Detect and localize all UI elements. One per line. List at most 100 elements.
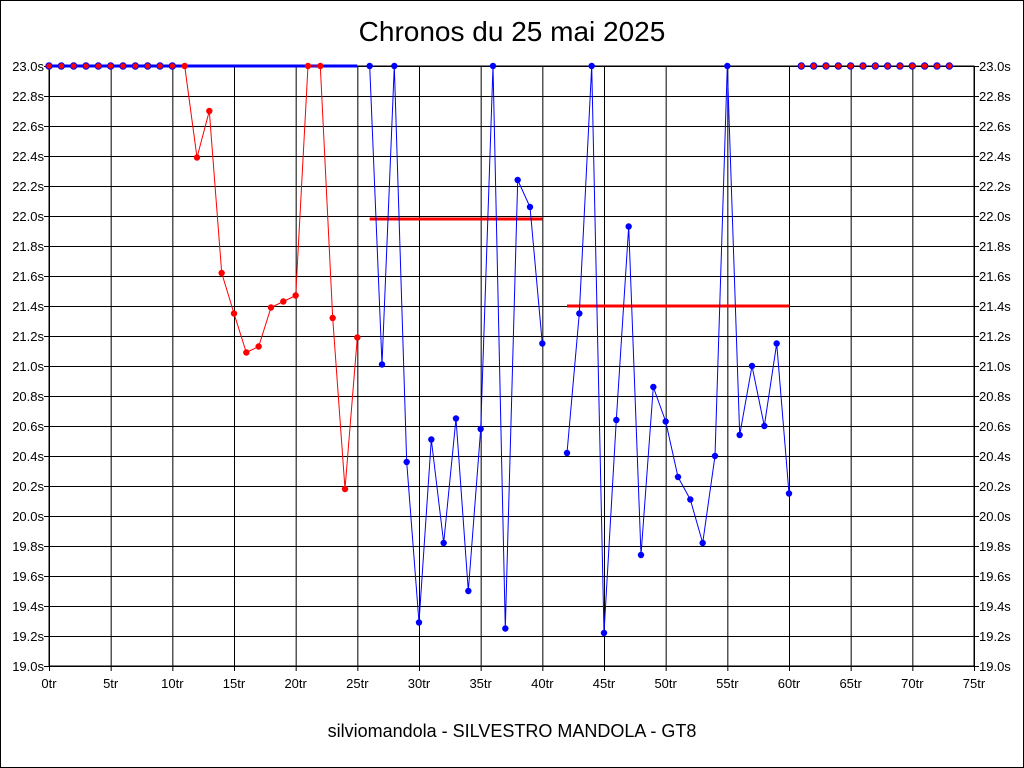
- data-point: [711, 452, 719, 460]
- y-tick-label-right: 22.8s: [979, 89, 1011, 104]
- y-tick-label-right: 22.2s: [979, 179, 1011, 194]
- data-point: [539, 340, 546, 347]
- data-point: [143, 62, 152, 70]
- y-tick-label-left: 20.8s: [12, 389, 44, 404]
- data-point: [181, 62, 188, 70]
- data-point: [834, 62, 843, 70]
- x-tick-label: 50tr: [654, 676, 677, 691]
- y-tick-label-right: 20.8s: [979, 389, 1011, 404]
- data-point: [292, 292, 299, 299]
- data-point: [526, 203, 534, 211]
- y-tick-label-right: 22.4s: [979, 149, 1011, 164]
- y-tick-label-right: 19.0s: [979, 659, 1011, 674]
- y-tick-label-right: 19.2s: [979, 629, 1011, 644]
- y-tick-label-left: 22.6s: [12, 119, 44, 134]
- y-tick-label-left: 23.0s: [12, 59, 44, 74]
- data-point: [809, 62, 818, 70]
- data-point: [908, 62, 917, 70]
- data-point: [933, 62, 941, 70]
- y-tick-label-left: 19.4s: [12, 599, 44, 614]
- data-point: [687, 496, 694, 503]
- data-point: [82, 62, 90, 70]
- x-tick-label: 55tr: [716, 676, 739, 691]
- data-point: [366, 62, 373, 70]
- x-tick-label: 75tr: [963, 676, 986, 691]
- x-tick-label: 30tr: [408, 676, 431, 691]
- x-tick-label: 5tr: [103, 676, 119, 691]
- data-point: [156, 62, 164, 70]
- y-tick-label-left: 22.4s: [12, 149, 44, 164]
- data-point: [193, 154, 201, 161]
- data-point: [896, 62, 904, 70]
- y-tick-label-right: 21.0s: [979, 359, 1011, 374]
- data-point: [613, 416, 620, 424]
- data-point: [625, 223, 632, 230]
- x-tick-label: 20tr: [284, 676, 307, 691]
- data-point: [797, 62, 806, 70]
- data-point: [477, 425, 484, 433]
- data-point: [243, 349, 250, 356]
- y-tick-label-left: 21.8s: [12, 239, 44, 254]
- data-point: [576, 310, 583, 317]
- data-point: [57, 62, 66, 70]
- y-tick-label-left: 20.4s: [12, 449, 44, 464]
- data-point: [883, 62, 892, 70]
- x-tick-label: 15tr: [223, 676, 246, 691]
- x-tick-label: 65tr: [839, 676, 862, 691]
- chart-title: Chronos du 25 mai 2025: [358, 16, 666, 47]
- y-tick-label-left: 19.6s: [12, 569, 44, 584]
- data-point: [106, 62, 115, 70]
- data-point: [662, 418, 669, 425]
- data-point: [502, 625, 509, 632]
- data-point: [822, 62, 830, 70]
- data-point: [600, 629, 608, 637]
- y-tick-label-left: 20.0s: [12, 509, 44, 524]
- y-tick-label-left: 21.4s: [12, 299, 44, 314]
- data-point: [736, 431, 743, 439]
- y-tick-label-right: 21.4s: [979, 299, 1011, 314]
- data-point: [871, 62, 880, 70]
- y-tick-label-left: 22.2s: [12, 179, 44, 194]
- x-tick-label: 70tr: [901, 676, 924, 691]
- y-tick-label-right: 22.0s: [979, 209, 1011, 224]
- y-tick-label-left: 20.2s: [12, 479, 44, 494]
- data-point: [699, 539, 706, 547]
- data-point: [69, 62, 78, 70]
- y-tick-label-left: 19.8s: [12, 539, 44, 554]
- y-tick-label-right: 22.6s: [979, 119, 1011, 134]
- y-tick-label-left: 21.2s: [12, 329, 44, 344]
- data-point: [415, 619, 423, 626]
- data-point: [267, 304, 275, 311]
- y-tick-label-right: 19.6s: [979, 569, 1011, 584]
- y-tick-label-left: 20.6s: [12, 419, 44, 434]
- data-point: [230, 310, 238, 317]
- data-point: [45, 62, 53, 70]
- y-tick-label-right: 20.0s: [979, 509, 1011, 524]
- y-tick-label-right: 19.4s: [979, 599, 1011, 614]
- y-tick-label-left: 19.0s: [12, 659, 44, 674]
- y-tick-label-right: 21.6s: [979, 269, 1011, 284]
- y-tick-label-left: 21.6s: [12, 269, 44, 284]
- data-point: [514, 176, 521, 184]
- x-tick-label: 45tr: [593, 676, 616, 691]
- data-point: [341, 485, 349, 493]
- data-point: [859, 62, 867, 70]
- data-point: [637, 551, 645, 559]
- data-point: [131, 62, 140, 70]
- y-tick-label-left: 22.8s: [12, 89, 44, 104]
- data-point: [489, 62, 497, 70]
- data-point: [218, 269, 225, 277]
- data-point: [452, 415, 460, 422]
- y-tick-label-left: 19.2s: [12, 629, 44, 644]
- data-point: [354, 334, 361, 341]
- x-tick-label: 60tr: [778, 676, 801, 691]
- y-tick-label-right: 19.8s: [979, 539, 1011, 554]
- data-point: [465, 587, 472, 595]
- data-point: [785, 490, 793, 497]
- y-tick-label-left: 22.0s: [12, 209, 44, 224]
- data-point: [650, 383, 657, 391]
- y-tick-label-right: 23.0s: [979, 59, 1011, 74]
- data-point: [168, 62, 177, 70]
- y-tick-label-right: 21.8s: [979, 239, 1011, 254]
